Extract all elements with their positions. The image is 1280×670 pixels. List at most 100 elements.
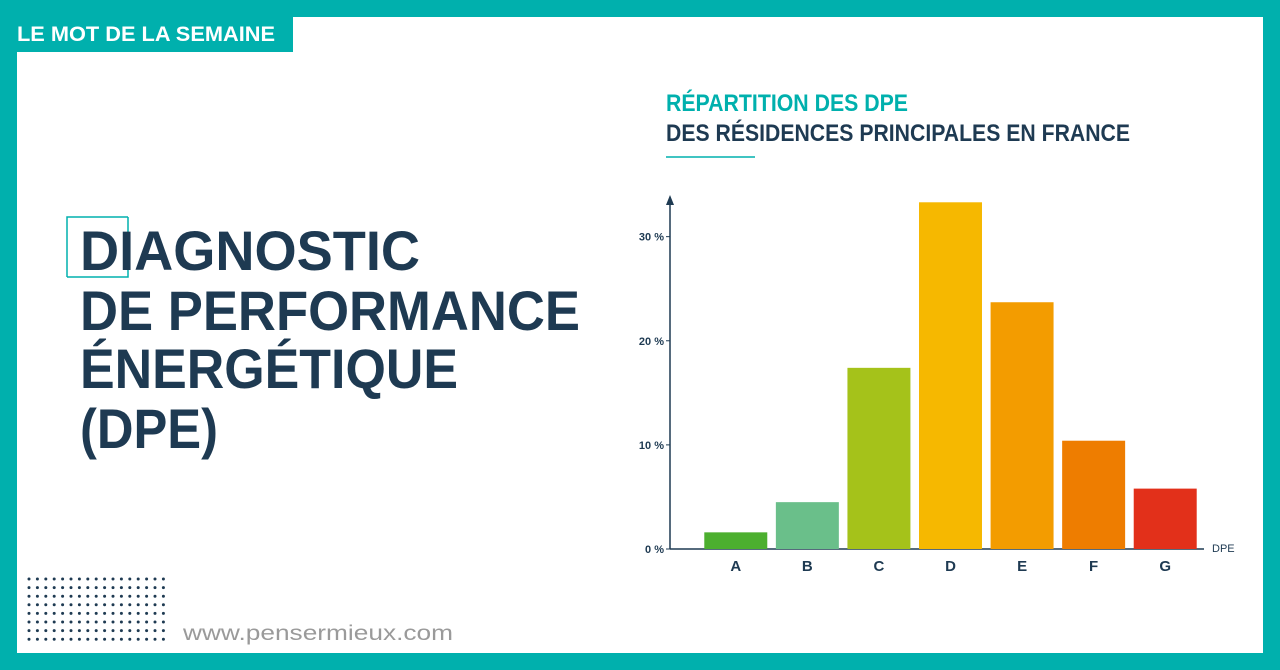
- dot: [52, 577, 56, 581]
- dot: [153, 586, 157, 590]
- dot: [86, 603, 90, 607]
- dot: [61, 577, 65, 581]
- dot: [128, 577, 132, 581]
- dot: [35, 620, 39, 624]
- dot: [103, 637, 107, 641]
- dot: [161, 603, 165, 607]
- dot: [128, 594, 132, 598]
- y-tick-label: 0 %: [645, 544, 664, 556]
- dot: [94, 637, 98, 641]
- dot: [86, 586, 90, 590]
- dot: [77, 611, 81, 615]
- dot: [111, 620, 115, 624]
- dot: [27, 611, 31, 615]
- tag-box: [0, 0, 293, 52]
- dot: [161, 594, 165, 598]
- dot: [161, 586, 165, 590]
- bar: [990, 302, 1054, 549]
- dot: [161, 611, 165, 615]
- dot: [44, 603, 48, 607]
- x-tick-label: G: [1159, 558, 1171, 575]
- x-axis-label: DPE: [1212, 543, 1235, 555]
- dot: [69, 594, 73, 598]
- dot: [145, 637, 149, 641]
- dot: [52, 611, 56, 615]
- dot: [136, 611, 140, 615]
- dot: [103, 620, 107, 624]
- dot: [161, 620, 165, 624]
- dot: [103, 611, 107, 615]
- dot: [77, 603, 81, 607]
- dot: [52, 594, 56, 598]
- bracket: [66, 216, 128, 277]
- dot: [44, 586, 48, 590]
- x-tick-label: E: [1017, 558, 1027, 575]
- dot: [111, 603, 115, 607]
- dot: [61, 620, 65, 624]
- dot: [77, 586, 81, 590]
- dot: [27, 586, 31, 590]
- y-tick-label: 20 %: [639, 336, 664, 348]
- dot: [69, 637, 73, 641]
- dot: [145, 603, 149, 607]
- dot: [86, 594, 90, 598]
- dot: [77, 577, 81, 581]
- dot: [77, 629, 81, 633]
- dot: [94, 577, 98, 581]
- headline-line: (DPE): [80, 397, 218, 460]
- dot: [111, 594, 115, 598]
- y-axis-arrow: [666, 195, 674, 205]
- dot: [52, 603, 56, 607]
- dot: [86, 629, 90, 633]
- dot: [61, 603, 65, 607]
- dot: [61, 611, 65, 615]
- dot: [128, 603, 132, 607]
- dot: [136, 577, 140, 581]
- dot: [128, 620, 132, 624]
- dot: [111, 586, 115, 590]
- bar: [847, 367, 911, 549]
- dot: [27, 620, 31, 624]
- dot: [145, 611, 149, 615]
- dot: [103, 586, 107, 590]
- dot: [69, 620, 73, 624]
- panel: [17, 17, 1263, 653]
- dot: [35, 629, 39, 633]
- dot: [119, 586, 123, 590]
- dot: [35, 611, 39, 615]
- dot: [69, 611, 73, 615]
- dot: [77, 620, 81, 624]
- dot: [94, 620, 98, 624]
- dot: [136, 603, 140, 607]
- dot: [44, 620, 48, 624]
- dot: [119, 611, 123, 615]
- dot: [35, 577, 39, 581]
- bar: [919, 202, 982, 549]
- dot: [69, 586, 73, 590]
- dot: [136, 620, 140, 624]
- dot: [35, 637, 39, 641]
- dot: [145, 586, 149, 590]
- dot: [153, 577, 157, 581]
- dot: [44, 637, 48, 641]
- website: www.pensermieux.com: [182, 622, 453, 645]
- dot: [52, 637, 56, 641]
- bar: [775, 502, 839, 549]
- dot: [61, 594, 65, 598]
- bracket: [67, 217, 129, 278]
- dot: [119, 637, 123, 641]
- dot: [136, 637, 140, 641]
- tag: LE MOT DE LA SEMAINE: [17, 23, 275, 46]
- dot: [86, 577, 90, 581]
- x-tick-label: B: [802, 558, 813, 575]
- dot: [44, 577, 48, 581]
- dot: [136, 594, 140, 598]
- dot: [153, 594, 157, 598]
- dot: [69, 603, 73, 607]
- bar: [1133, 488, 1197, 549]
- dot: [128, 629, 132, 633]
- dot: [153, 629, 157, 633]
- dot: [52, 620, 56, 624]
- bar: [1062, 440, 1126, 549]
